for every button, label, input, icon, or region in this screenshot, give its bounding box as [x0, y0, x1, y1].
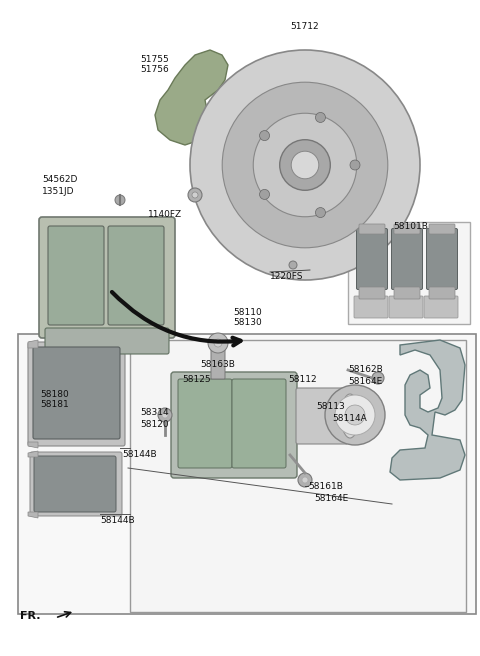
Bar — [130, 340, 466, 612]
Text: 1351JD: 1351JD — [42, 187, 74, 196]
FancyBboxPatch shape — [33, 347, 120, 439]
Text: 58113: 58113 — [316, 402, 345, 411]
Text: 58125: 58125 — [183, 375, 211, 384]
Text: 58164E: 58164E — [348, 377, 382, 386]
Text: 51712: 51712 — [291, 22, 319, 31]
Text: 58101B: 58101B — [393, 222, 428, 231]
Text: 1140FZ: 1140FZ — [148, 210, 182, 219]
Text: 58314: 58314 — [141, 408, 169, 417]
FancyBboxPatch shape — [394, 224, 420, 234]
Circle shape — [260, 131, 270, 140]
FancyBboxPatch shape — [357, 228, 387, 289]
Text: 58162B: 58162B — [348, 365, 383, 374]
Polygon shape — [28, 340, 38, 348]
Circle shape — [298, 473, 312, 487]
FancyBboxPatch shape — [39, 217, 175, 338]
Circle shape — [222, 82, 388, 248]
Polygon shape — [28, 512, 38, 518]
Text: FR.: FR. — [20, 611, 40, 621]
Ellipse shape — [289, 394, 307, 438]
Circle shape — [289, 261, 297, 269]
FancyBboxPatch shape — [178, 379, 232, 468]
Circle shape — [162, 412, 168, 418]
Circle shape — [158, 408, 172, 422]
Text: 54562D: 54562D — [42, 175, 77, 184]
Circle shape — [115, 195, 125, 205]
Circle shape — [291, 151, 319, 179]
Ellipse shape — [341, 394, 359, 438]
FancyBboxPatch shape — [429, 287, 455, 299]
FancyBboxPatch shape — [28, 342, 125, 446]
FancyBboxPatch shape — [359, 287, 385, 299]
Text: 51755
51756: 51755 51756 — [141, 55, 169, 74]
Text: 58164E: 58164E — [314, 494, 348, 503]
Circle shape — [315, 207, 325, 218]
FancyBboxPatch shape — [427, 228, 457, 289]
FancyBboxPatch shape — [34, 456, 116, 512]
Circle shape — [280, 140, 330, 190]
Polygon shape — [28, 451, 38, 457]
Circle shape — [214, 339, 222, 347]
Text: 58163B: 58163B — [201, 360, 235, 369]
Text: 58161B: 58161B — [308, 482, 343, 491]
FancyBboxPatch shape — [48, 226, 104, 325]
Circle shape — [302, 477, 308, 483]
Polygon shape — [28, 442, 38, 448]
Polygon shape — [390, 340, 465, 480]
Text: 58180
58181: 58180 58181 — [40, 390, 69, 409]
Circle shape — [190, 50, 420, 280]
Circle shape — [208, 333, 228, 353]
Circle shape — [315, 112, 325, 123]
Text: 58120: 58120 — [141, 420, 169, 429]
Circle shape — [253, 113, 357, 216]
Text: 58144B: 58144B — [100, 516, 134, 525]
Polygon shape — [155, 50, 228, 145]
Circle shape — [260, 190, 270, 199]
Text: 58112: 58112 — [288, 375, 317, 384]
FancyBboxPatch shape — [359, 224, 385, 234]
Bar — [348, 222, 470, 324]
FancyBboxPatch shape — [354, 296, 388, 318]
Circle shape — [192, 192, 198, 198]
FancyBboxPatch shape — [389, 296, 423, 318]
Circle shape — [372, 372, 384, 384]
FancyBboxPatch shape — [232, 379, 286, 468]
FancyBboxPatch shape — [108, 226, 164, 325]
Bar — [18, 334, 476, 614]
Text: 58110
58130: 58110 58130 — [234, 308, 263, 327]
FancyBboxPatch shape — [392, 228, 422, 289]
Text: 58144B: 58144B — [122, 450, 156, 459]
FancyBboxPatch shape — [171, 372, 297, 478]
Circle shape — [325, 385, 385, 445]
FancyBboxPatch shape — [45, 328, 169, 354]
FancyBboxPatch shape — [424, 296, 458, 318]
FancyBboxPatch shape — [30, 452, 122, 516]
Text: 1220FS: 1220FS — [270, 272, 303, 281]
FancyBboxPatch shape — [296, 388, 348, 444]
Circle shape — [188, 188, 202, 202]
Text: 58114A: 58114A — [332, 414, 367, 423]
FancyBboxPatch shape — [394, 287, 420, 299]
Circle shape — [335, 395, 375, 435]
FancyBboxPatch shape — [429, 224, 455, 234]
FancyBboxPatch shape — [211, 337, 225, 379]
Circle shape — [350, 160, 360, 170]
Circle shape — [345, 405, 365, 425]
